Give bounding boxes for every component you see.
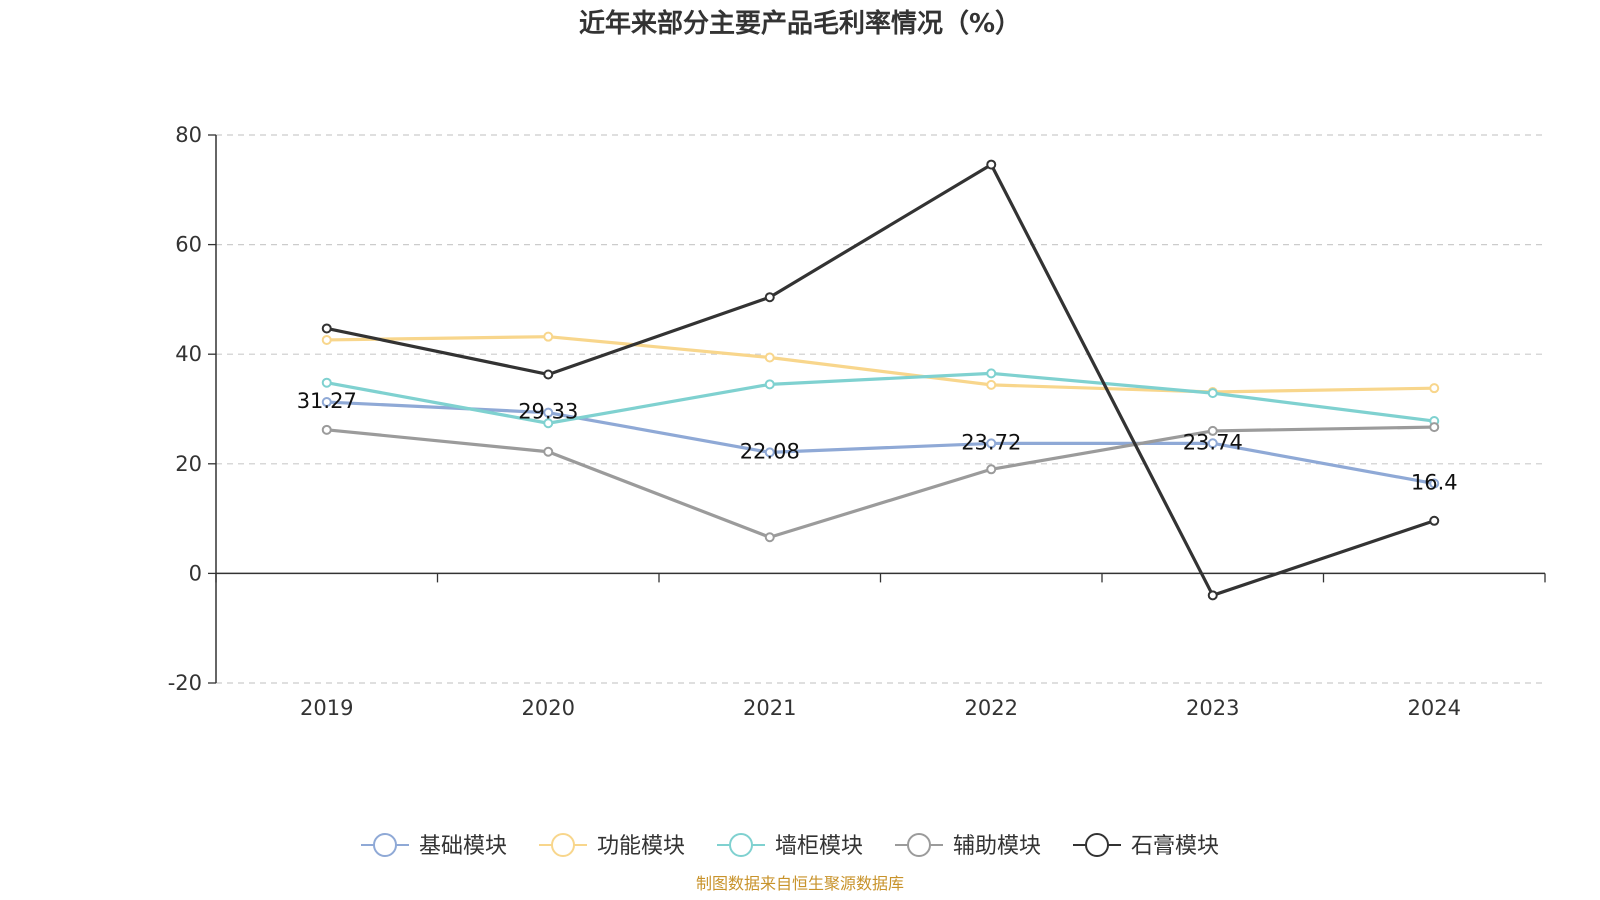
legend-item[interactable]: 基础模块: [361, 833, 507, 859]
y-tick-label: 0: [189, 561, 202, 585]
legend-marker-icon: [1085, 833, 1109, 857]
series-line-3[interactable]: [326, 425, 1435, 539]
data-point[interactable]: [1207, 438, 1218, 449]
data-point[interactable]: [321, 323, 332, 334]
legend-label: 功能模块: [597, 834, 685, 859]
x-tick-label: 2021: [743, 696, 796, 720]
x-tick-label: 2022: [965, 696, 1018, 720]
data-label: 29.33: [518, 400, 578, 424]
y-tick-label: 20: [175, 452, 202, 476]
data-point[interactable]: [1429, 515, 1440, 526]
series-line-2[interactable]: [326, 371, 1435, 425]
data-point[interactable]: [986, 368, 997, 379]
data-point[interactable]: [764, 532, 775, 543]
series-line-0[interactable]: [326, 400, 1435, 486]
y-tick-label: 60: [175, 233, 202, 257]
y-tick-label: 80: [175, 123, 202, 147]
data-point[interactable]: [321, 397, 332, 408]
data-point[interactable]: [543, 407, 554, 418]
legend-item[interactable]: 功能模块: [539, 833, 685, 859]
legend-marker-icon: [907, 833, 931, 857]
data-point[interactable]: [321, 377, 332, 388]
data-point[interactable]: [543, 446, 554, 457]
legend-label: 基础模块: [419, 834, 507, 859]
data-point[interactable]: [764, 352, 775, 363]
y-tick-label: -20: [168, 671, 202, 695]
data-point[interactable]: [764, 447, 775, 458]
data-point[interactable]: [764, 379, 775, 390]
data-point[interactable]: [321, 424, 332, 435]
data-point[interactable]: [1207, 425, 1218, 436]
data-label: 22.08: [740, 439, 800, 463]
data-label: 31.27: [297, 389, 357, 413]
legend-label: 墙柜模块: [775, 834, 863, 859]
data-point[interactable]: [1429, 422, 1440, 433]
data-point[interactable]: [543, 369, 554, 380]
data-point[interactable]: [986, 379, 997, 390]
source-note: 制图数据来自恒生聚源数据库: [696, 874, 904, 893]
data-point[interactable]: [321, 334, 332, 345]
data-point[interactable]: [543, 418, 554, 429]
legend-label: 石膏模块: [1131, 834, 1219, 859]
legend[interactable]: 基础模块 功能模块 墙柜模块 辅助模块 石膏模块: [361, 833, 1219, 859]
data-label: 23.72: [961, 430, 1021, 454]
x-tick-label: 2019: [300, 696, 353, 720]
series-line-1[interactable]: [326, 335, 1435, 394]
grid-lines: [216, 134, 1545, 684]
data-point[interactable]: [1207, 590, 1218, 601]
legend-label: 辅助模块: [953, 834, 1041, 859]
legend-marker-icon: [729, 833, 753, 857]
data-point[interactable]: [986, 159, 997, 170]
data-point[interactable]: [1429, 478, 1440, 489]
x-tick-label: 2023: [1186, 696, 1239, 720]
legend-item[interactable]: 墙柜模块: [717, 833, 863, 859]
y-tick-label: 40: [175, 342, 202, 366]
data-point[interactable]: [986, 438, 997, 449]
data-labels: 31.27 29.33 22.08 23.72 23.74 16.4: [297, 389, 1458, 494]
data-label: 16.4: [1411, 471, 1458, 495]
series-line-4[interactable]: [326, 162, 1435, 597]
axes: 80 60 40 20 0 -20 2019 2020 2021 2022 2023 2024: [168, 123, 1546, 720]
legend-item[interactable]: 石膏模块: [1073, 833, 1219, 859]
x-tick-label: 2020: [522, 696, 575, 720]
data-point[interactable]: [1429, 383, 1440, 394]
series-group: [321, 159, 1440, 601]
legend-marker-icon: [373, 833, 397, 857]
data-point[interactable]: [1207, 388, 1218, 399]
x-tick-label: 2024: [1408, 696, 1461, 720]
data-point[interactable]: [986, 464, 997, 475]
data-label: 23.74: [1183, 430, 1243, 454]
data-point[interactable]: [543, 331, 554, 342]
chart-title: 近年来部分主要产品毛利率情况（%）: [579, 8, 1021, 39]
legend-marker-icon: [551, 833, 575, 857]
data-point[interactable]: [764, 292, 775, 303]
legend-item[interactable]: 辅助模块: [895, 833, 1041, 859]
